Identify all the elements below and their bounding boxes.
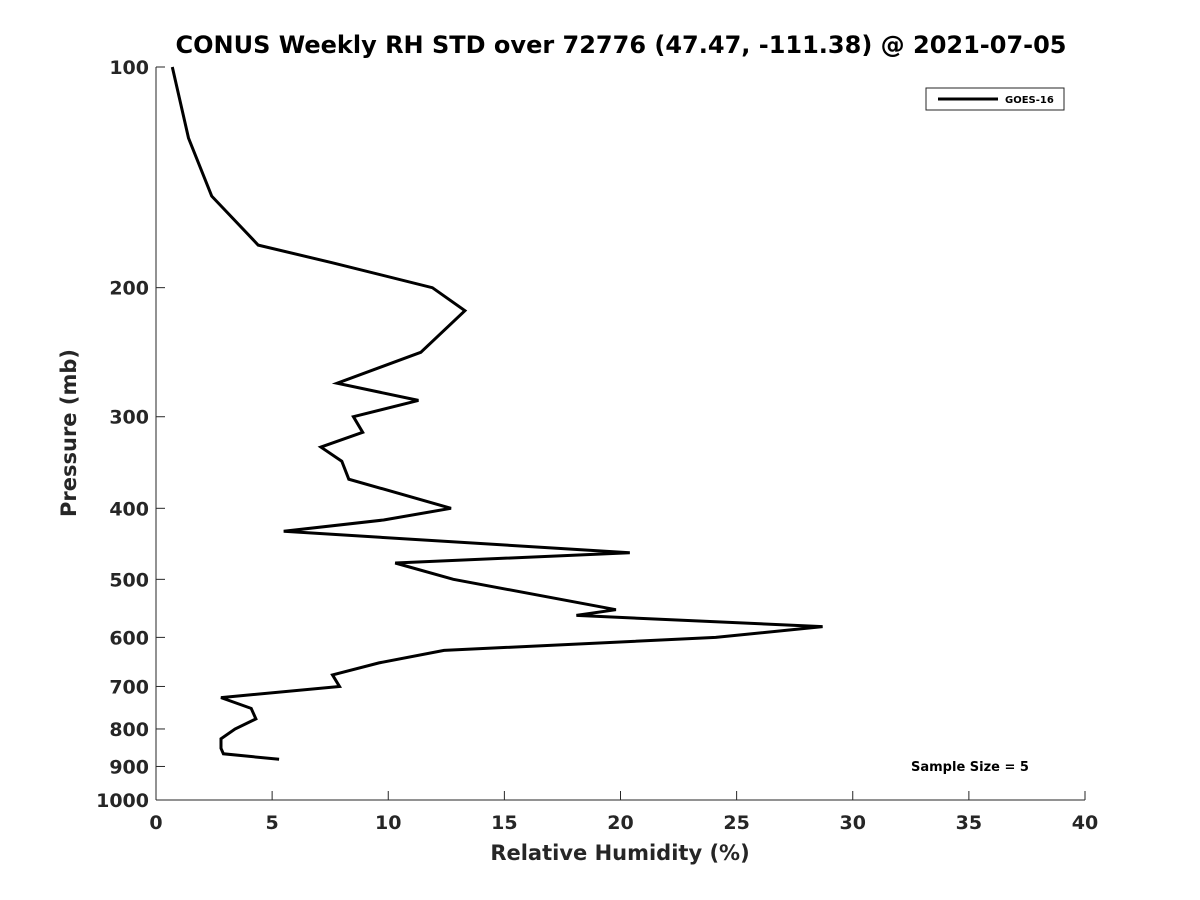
y-tick-label: 600 (109, 627, 149, 649)
y-tick-label: 300 (109, 407, 149, 429)
series-layer (170, 66, 823, 761)
x-tick-label: 35 (956, 812, 982, 834)
x-axis-ticks: 0 5 10 15 20 25 30 35 40 (149, 791, 1098, 834)
y-axis-ticks: 100 200 300 400 500 600 700 800 900 1000 (96, 57, 165, 812)
x-tick-label: 40 (1072, 812, 1098, 834)
x-tick-label: 25 (723, 812, 749, 834)
x-axis-label: Relative Humidity (%) (490, 841, 749, 865)
plot-background (156, 67, 1085, 800)
y-tick-label: 800 (109, 719, 149, 741)
y-tick-label: 100 (109, 57, 149, 79)
chart-title: CONUS Weekly RH STD over 72776 (47.47, -… (175, 31, 1066, 59)
y-tick-label: 900 (109, 756, 149, 778)
y-tick-label: 500 (109, 569, 149, 591)
x-tick-label: 5 (266, 812, 279, 834)
sample-size-annotation: Sample Size = 5 (911, 760, 1029, 775)
legend-label-goes-16: GOES-16 (1005, 95, 1054, 106)
series-line-goes-16 (170, 66, 823, 761)
legend: GOES-16 (925, 87, 1065, 111)
y-tick-label: 700 (109, 676, 149, 698)
plot-area (156, 67, 1085, 800)
y-tick-label: 200 (109, 278, 149, 300)
x-tick-label: 15 (491, 812, 517, 834)
x-tick-label: 30 (840, 812, 866, 834)
x-tick-label: 10 (375, 812, 401, 834)
y-axis-label: Pressure (mb) (57, 349, 81, 517)
x-tick-label: 20 (607, 812, 633, 834)
y-tick-label: 1000 (96, 790, 149, 812)
x-tick-label: 0 (149, 812, 162, 834)
y-tick-label: 400 (109, 498, 149, 520)
